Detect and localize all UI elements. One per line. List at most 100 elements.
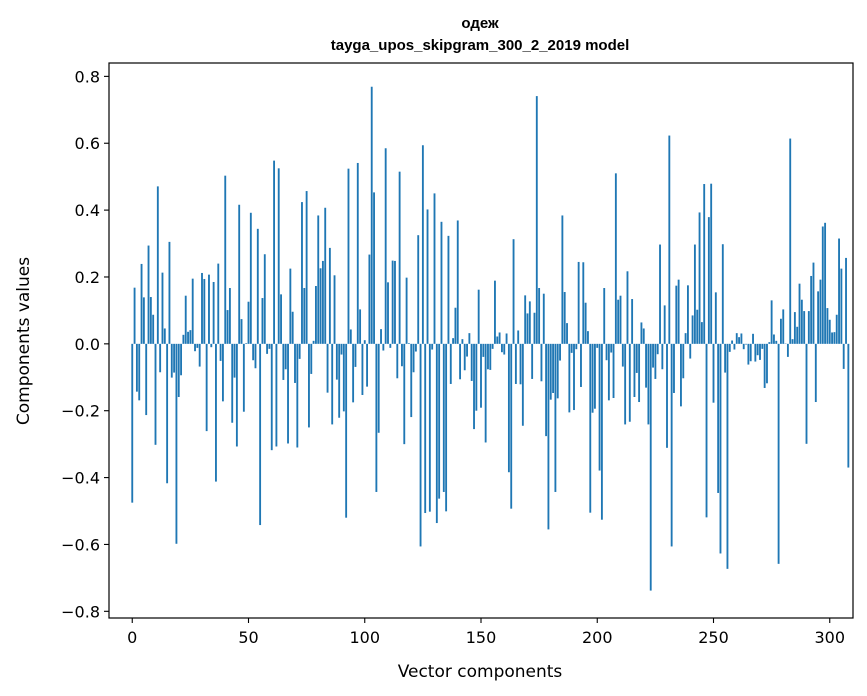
x-tick-label: 200	[582, 628, 613, 647]
bar-227	[659, 244, 661, 344]
bar-229	[663, 305, 666, 344]
bar-268	[754, 343, 757, 362]
bar-84	[326, 343, 329, 393]
bar-292	[810, 275, 813, 344]
bar-153	[487, 343, 489, 370]
bar-203	[603, 288, 606, 344]
bar-238	[684, 333, 687, 344]
bar-86	[331, 343, 334, 425]
bar-298	[824, 222, 827, 344]
bar-213	[626, 271, 629, 344]
bar-80	[317, 215, 320, 344]
bar-256	[726, 343, 729, 569]
bar-63	[277, 168, 280, 344]
bar-196	[587, 331, 589, 344]
bar-262	[740, 333, 743, 344]
x-tick-label: 300	[814, 628, 845, 647]
bar-279	[779, 318, 782, 344]
bar-245	[700, 322, 703, 344]
bar-118	[405, 277, 408, 344]
bar-237	[682, 343, 685, 379]
bar-241	[691, 315, 694, 344]
bar-251	[714, 292, 717, 344]
bar-5	[142, 297, 145, 344]
bar-202	[600, 343, 603, 520]
bar-15	[166, 343, 169, 484]
bar-169	[524, 295, 527, 344]
bar-152	[484, 343, 487, 443]
bar-113	[394, 260, 396, 344]
bar-28	[196, 343, 199, 348]
bar-147	[473, 343, 475, 430]
bar-32	[205, 343, 208, 432]
bar-139	[454, 307, 457, 344]
bar-225	[654, 343, 657, 379]
bar-295	[817, 291, 820, 344]
bar-76	[308, 343, 310, 428]
bar-1	[133, 287, 136, 344]
y-tick-label: −0.8	[61, 602, 100, 621]
x-tick-label: 150	[466, 628, 497, 647]
bar-18	[173, 343, 176, 373]
bar-107	[380, 329, 382, 344]
bar-184	[559, 343, 561, 361]
bar-2	[135, 343, 138, 392]
bar-41	[226, 310, 229, 344]
bar-66	[284, 343, 287, 370]
bar-121	[412, 343, 415, 373]
bar-134	[442, 343, 445, 492]
bar-230	[666, 343, 668, 448]
bar-13	[161, 272, 164, 344]
bar-101	[366, 343, 369, 387]
bar-239	[686, 285, 689, 344]
bar-300	[828, 319, 831, 344]
bar-123	[417, 235, 420, 344]
bar-216	[633, 343, 636, 398]
bar-205	[607, 343, 610, 401]
bar-273	[766, 343, 768, 384]
bar-79	[314, 286, 317, 344]
bar-149	[477, 289, 480, 344]
bar-54	[256, 228, 259, 344]
bar-43	[231, 343, 234, 423]
y-tick-label: 0.2	[75, 268, 100, 287]
bar-90	[340, 343, 343, 355]
bar-128	[428, 343, 431, 512]
bar-23	[184, 295, 187, 344]
bar-289	[803, 311, 806, 344]
bar-253	[719, 343, 722, 554]
bar-99	[361, 343, 364, 395]
bar-278	[777, 343, 780, 564]
bar-131	[435, 343, 438, 524]
bar-187	[566, 323, 568, 344]
bar-162	[507, 343, 510, 473]
bar-112	[391, 260, 394, 344]
bar-276	[773, 334, 775, 344]
bar-0	[131, 343, 134, 503]
bar-10	[154, 343, 157, 445]
bar-200	[596, 343, 599, 348]
bar-209	[617, 299, 620, 344]
bar-296	[819, 279, 822, 344]
bar-265	[747, 343, 750, 365]
bar-106	[377, 343, 380, 433]
bar-96	[354, 343, 357, 367]
bar-140	[456, 220, 459, 344]
bar-302	[833, 332, 836, 344]
bar-185	[561, 215, 564, 344]
bar-305	[840, 268, 843, 344]
bar-127	[426, 209, 429, 344]
bar-141	[459, 343, 462, 380]
bar-19	[175, 343, 178, 544]
bar-146	[470, 343, 473, 381]
bar-38	[219, 343, 222, 361]
bar-201	[598, 343, 601, 471]
bar-222	[647, 343, 650, 425]
bar-284	[791, 339, 794, 344]
bar-36	[215, 343, 217, 482]
bar-87	[333, 275, 336, 344]
x-axis-ticks: 0 50 100 150 200 250 300	[127, 618, 845, 647]
y-tick-label: 0.6	[75, 134, 100, 153]
y-axis-label: Components values	[14, 257, 34, 425]
bar-271	[761, 343, 764, 349]
